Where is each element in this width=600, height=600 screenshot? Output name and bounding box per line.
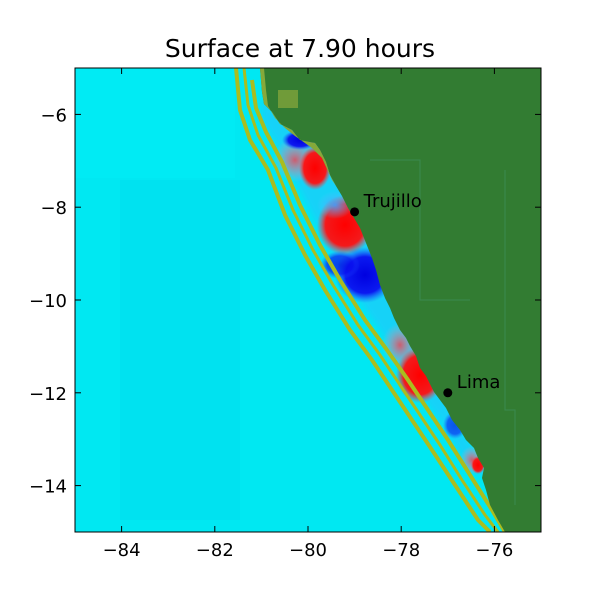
y-tick-label: −12 (29, 384, 67, 405)
land-area (260, 68, 541, 532)
coast-fringe (260, 68, 340, 192)
plot-title: Surface at 7.90 hours (164, 34, 436, 63)
map-layers (75, 68, 541, 532)
x-axis: −84 −82 −80 −78 −76 (103, 68, 513, 561)
ocean-shallow-shade (75, 68, 235, 178)
y-tick-label: −6 (40, 105, 67, 126)
x-tick-label: −82 (196, 540, 234, 561)
city-markers: Trujillo Lima (350, 191, 501, 398)
x-tick-label: −84 (103, 540, 141, 561)
y-tick-label: −8 (40, 198, 67, 219)
city-label: Lima (457, 372, 501, 393)
x-tick-label: −78 (382, 540, 420, 561)
wave-trough-3 (320, 251, 360, 279)
city-marker (443, 388, 453, 398)
ocean-deep-shade (120, 180, 240, 520)
y-axis: −6 −8 −10 −12 −14 (29, 105, 541, 498)
coast-fringe-block (278, 90, 298, 108)
y-tick-label: −10 (29, 291, 67, 312)
land-line-2 (504, 170, 516, 505)
contour-line-3 (250, 79, 507, 532)
contour-line-2 (242, 68, 500, 532)
city-marker (350, 207, 360, 217)
x-tick-label: −76 (475, 540, 513, 561)
land-line-1 (370, 159, 470, 301)
city-label: Trujillo (363, 191, 422, 212)
x-tick-label: −80 (289, 540, 327, 561)
y-tick-label: −14 (29, 477, 67, 498)
contour-line-1 (234, 68, 492, 532)
